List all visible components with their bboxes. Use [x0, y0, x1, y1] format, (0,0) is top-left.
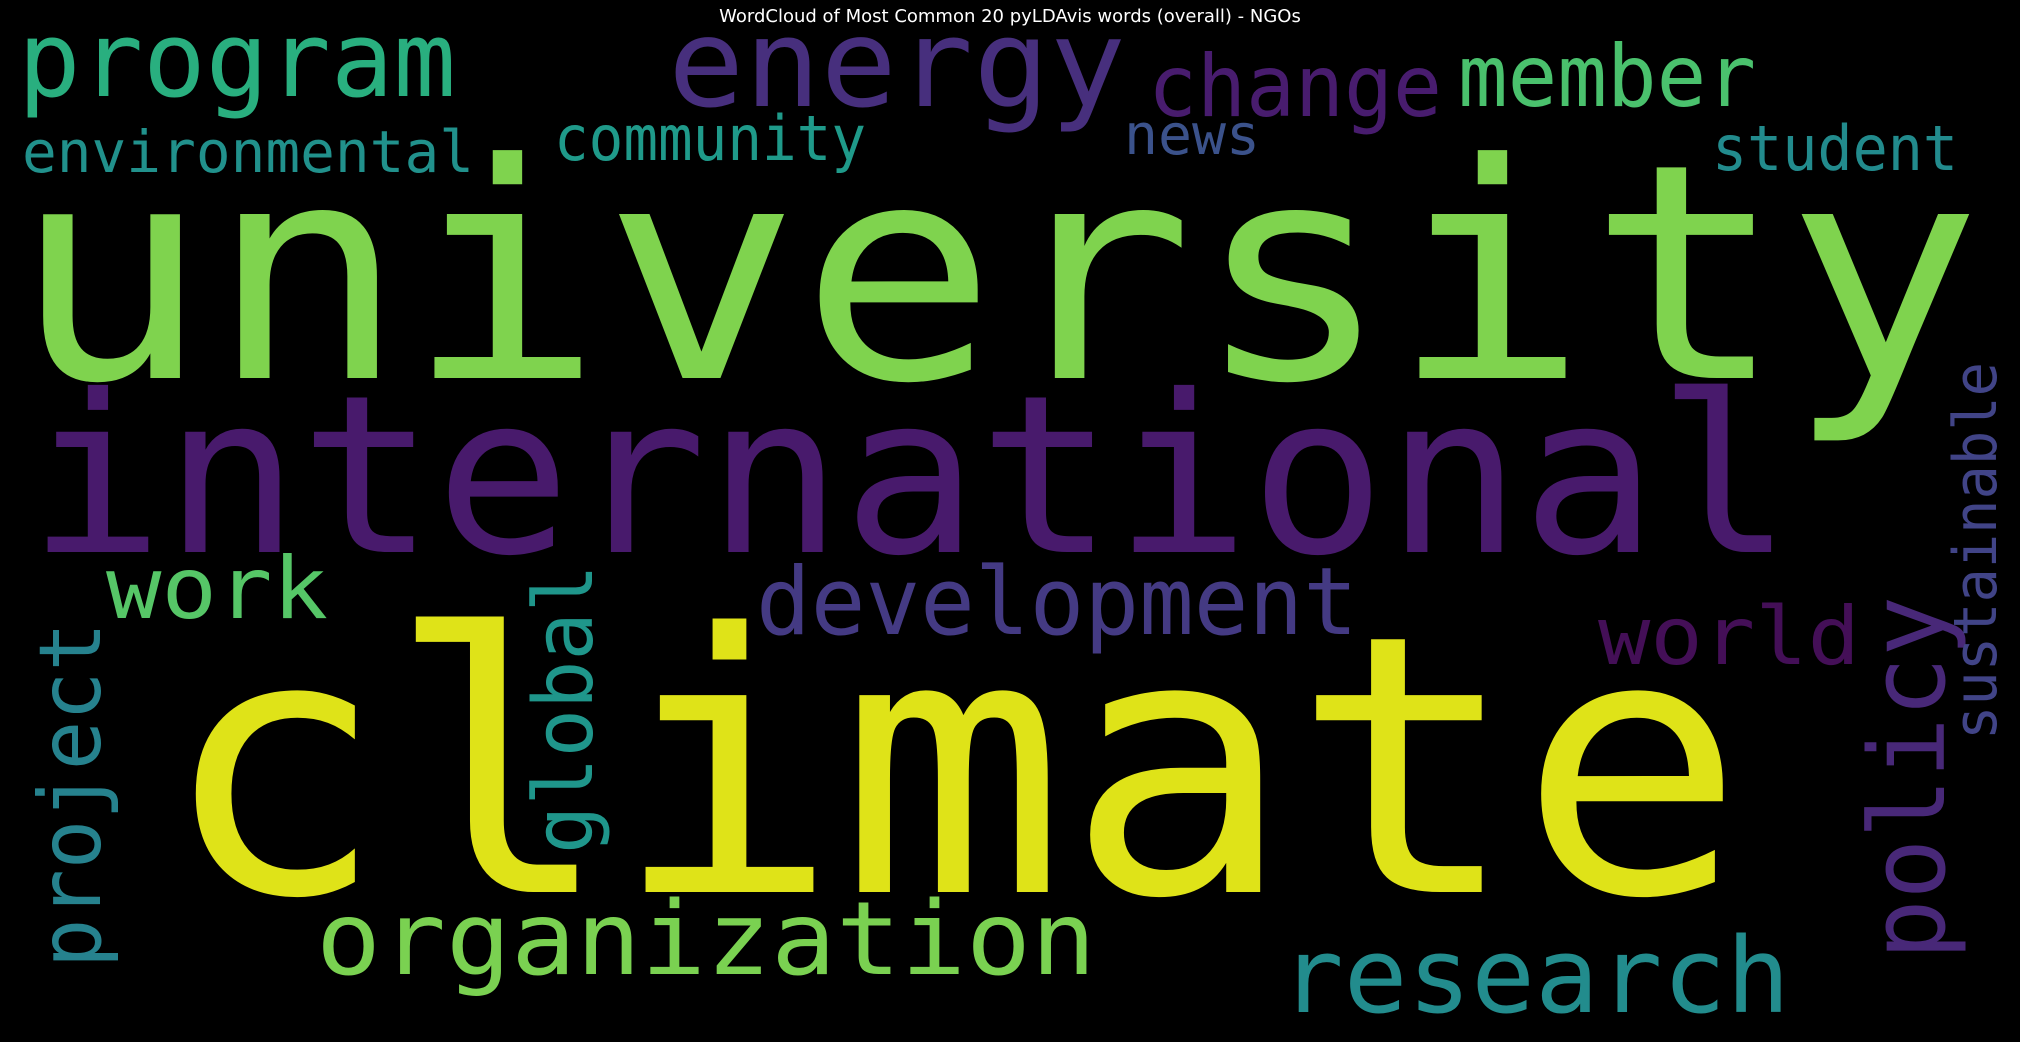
- word-organization: organization: [316, 880, 1096, 999]
- word-work: work: [106, 539, 328, 639]
- word-community: community: [554, 102, 866, 175]
- chart-title: WordCloud of Most Common 20 pyLDAvis wor…: [719, 6, 1301, 27]
- word-program: program: [18, 0, 456, 121]
- word-policy: policy: [1847, 596, 1969, 960]
- word-member: member: [1458, 27, 1756, 127]
- word-development: development: [756, 548, 1358, 657]
- word-environmental: environmental: [22, 118, 474, 186]
- word-sustainable: sustainable: [1941, 362, 2011, 740]
- word-international: international: [28, 348, 1793, 604]
- word-research: research: [1280, 915, 1790, 1037]
- word-news: news: [1124, 103, 1260, 168]
- word-student: student: [1712, 112, 1958, 185]
- word-change: change: [1148, 37, 1442, 137]
- word-university: university: [12, 100, 1982, 449]
- word-world: world: [1598, 590, 1860, 683]
- word-energy: energy: [668, 0, 1126, 135]
- word-global: global: [517, 564, 612, 854]
- word-project: project: [21, 622, 121, 968]
- word-climate: climate: [160, 558, 1745, 977]
